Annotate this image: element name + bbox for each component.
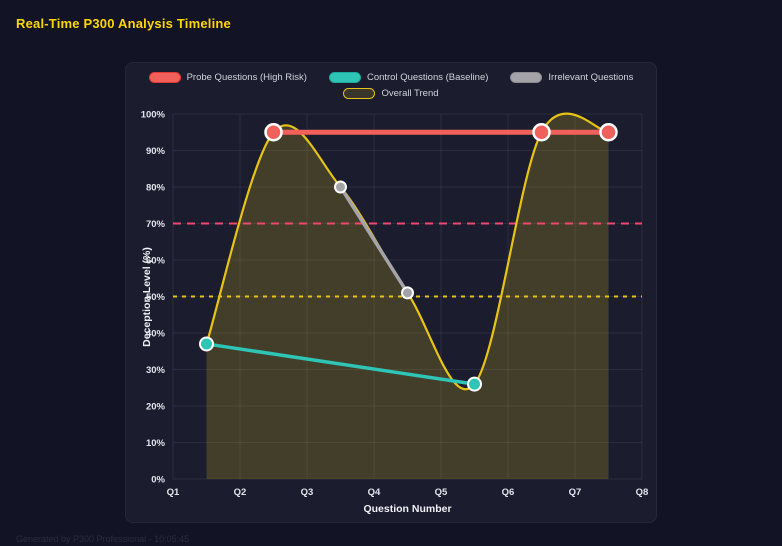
- series-line: [338, 185, 410, 295]
- y-tick-label: 30%: [146, 365, 166, 376]
- footer-watermark: Generated by P300 Professional - 10:05:4…: [16, 534, 190, 544]
- x-tick-label: Q4: [368, 487, 381, 498]
- y-tick-label: 0%: [151, 475, 165, 486]
- legend-item[interactable]: Control Questions (Baseline): [328, 72, 489, 83]
- y-tick-label: 40%: [146, 329, 166, 340]
- x-tick-label: Q1: [167, 487, 180, 498]
- y-tick-label: 100%: [141, 110, 166, 121]
- legend-swatch: [343, 88, 376, 99]
- y-tick-label: 50%: [146, 292, 166, 303]
- series-line: [204, 342, 477, 386]
- x-tick-label: Q3: [301, 487, 314, 498]
- legend-swatch: [148, 72, 181, 83]
- legend-item[interactable]: Irrelevant Questions: [510, 72, 633, 83]
- y-axis-title: Deception Level (%): [141, 247, 153, 347]
- legend-swatch: [510, 72, 543, 83]
- legend: Probe Questions (High Risk) Control Quest…: [126, 72, 656, 99]
- data-point[interactable]: [199, 336, 214, 352]
- data-point[interactable]: [264, 123, 283, 142]
- data-point[interactable]: [467, 376, 482, 392]
- legend-label: Probe Questions (High Risk): [186, 72, 307, 83]
- legend-item[interactable]: Probe Questions (High Risk): [148, 72, 307, 83]
- x-tick-label: Q8: [636, 487, 649, 498]
- legend-label: Overall Trend: [381, 88, 439, 99]
- y-tick-label: 70%: [146, 219, 166, 230]
- x-tick-label: Q7: [569, 487, 582, 498]
- legend-label: Control Questions (Baseline): [366, 72, 489, 83]
- x-tick-label: Q2: [234, 487, 247, 498]
- y-tick-label: 20%: [146, 402, 166, 413]
- x-tick-label: Q6: [502, 487, 515, 498]
- data-point[interactable]: [334, 180, 347, 194]
- y-tick-label: 10%: [146, 438, 166, 449]
- data-point[interactable]: [599, 123, 618, 142]
- data-point[interactable]: [401, 286, 414, 300]
- chart-panel: Probe Questions (High Risk) Control Quest…: [125, 62, 657, 523]
- legend-row: Probe Questions (High Risk) Control Quest…: [148, 72, 633, 83]
- y-tick-label: 60%: [146, 256, 166, 267]
- legend-item[interactable]: Overall Trend: [343, 88, 439, 99]
- x-tick-label: Q5: [435, 487, 448, 498]
- page-title: Real-Time P300 Analysis Timeline: [16, 16, 231, 31]
- y-tick-label: 80%: [146, 183, 166, 194]
- data-point[interactable]: [532, 123, 551, 142]
- x-axis-title: Question Number: [363, 503, 452, 515]
- y-tick-label: 90%: [146, 146, 166, 157]
- plot-svg: Q1 Q2 Q3 Q4 Q5 Q6 Q7 Q8 0% 10% 20% 30% 40% 50% 60% 70% 8…: [141, 110, 649, 499]
- legend-label: Irrelevant Questions: [548, 72, 634, 83]
- legend-row: Overall Trend: [343, 88, 439, 99]
- legend-swatch: [328, 72, 361, 83]
